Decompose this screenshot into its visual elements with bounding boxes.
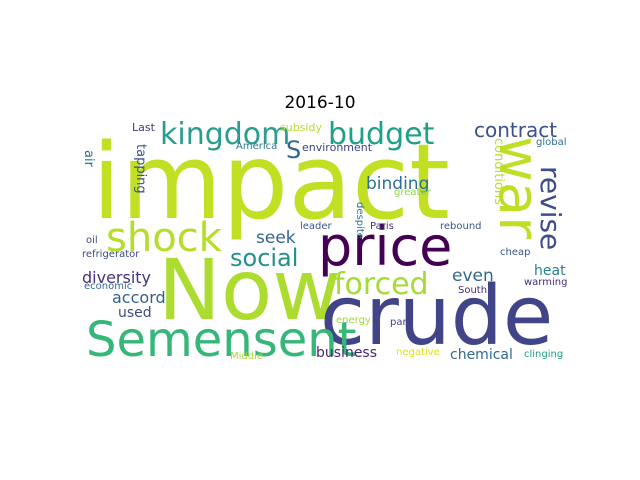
word: Now bbox=[158, 241, 341, 339]
word: heat bbox=[534, 263, 566, 279]
word-cloud: impact Now crude price Semensent war sho… bbox=[80, 120, 576, 368]
word: tapping bbox=[133, 144, 148, 194]
word: Last bbox=[132, 121, 155, 134]
word: cheap bbox=[500, 247, 531, 258]
word: chemical bbox=[450, 347, 513, 363]
word: greater bbox=[394, 187, 431, 198]
word: Semensent bbox=[86, 312, 357, 368]
word: impact bbox=[92, 121, 450, 243]
word: seek bbox=[256, 228, 296, 248]
word: South bbox=[458, 285, 488, 296]
word: Middle bbox=[230, 351, 264, 362]
word: price bbox=[318, 215, 453, 278]
word: oil bbox=[86, 235, 98, 246]
word: part bbox=[390, 317, 411, 328]
word: diversity bbox=[82, 268, 152, 287]
word: accord bbox=[112, 288, 166, 307]
word: contract bbox=[474, 118, 558, 142]
word: environment bbox=[302, 141, 373, 154]
word: even bbox=[452, 266, 494, 286]
word: air bbox=[81, 150, 96, 167]
word: shock bbox=[106, 215, 222, 261]
word: revise bbox=[534, 166, 567, 251]
word: crude bbox=[320, 269, 554, 364]
word: energy bbox=[336, 315, 371, 326]
word: global bbox=[536, 137, 567, 148]
word: America bbox=[236, 141, 278, 152]
word: leader bbox=[300, 221, 332, 232]
word: social bbox=[230, 244, 299, 272]
word: war bbox=[486, 136, 551, 240]
word: used bbox=[118, 305, 152, 321]
word: economic bbox=[84, 281, 133, 292]
word: warming bbox=[524, 277, 568, 288]
word: despite bbox=[354, 202, 365, 239]
word: conditions bbox=[491, 138, 506, 205]
word: negative bbox=[396, 347, 440, 358]
word: subsidy bbox=[280, 121, 322, 134]
word: S bbox=[286, 136, 302, 164]
word: kingdom bbox=[160, 117, 291, 152]
chart-title: 2016-10 bbox=[284, 93, 356, 113]
word: business bbox=[316, 345, 378, 361]
word: refrigerator bbox=[82, 249, 140, 260]
word: budget bbox=[328, 117, 435, 152]
word: forced bbox=[334, 267, 429, 302]
word: Paris bbox=[370, 221, 394, 232]
word: clinging bbox=[524, 349, 564, 360]
word: rebound bbox=[440, 221, 482, 232]
word: binding bbox=[366, 174, 430, 194]
